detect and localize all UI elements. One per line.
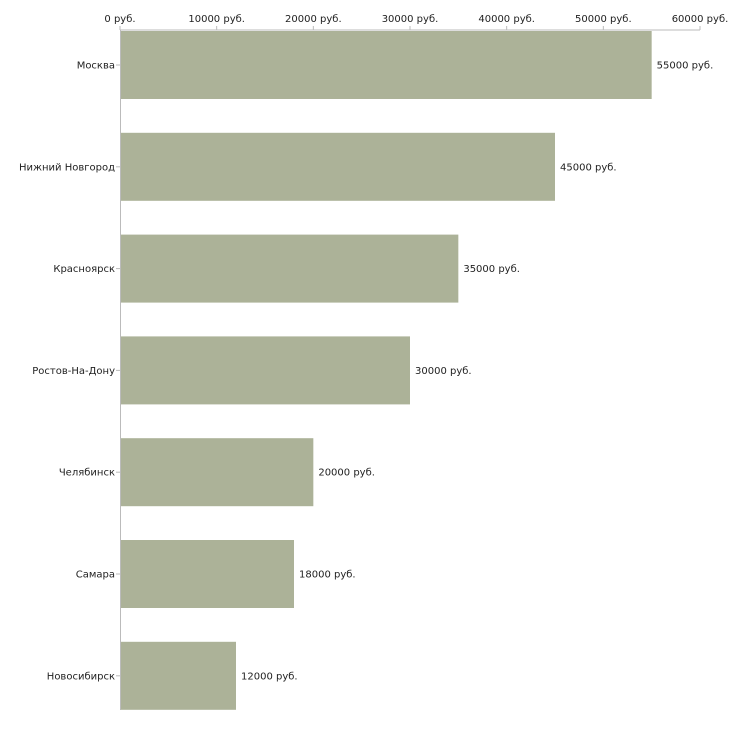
- x-tick-label: 60000 руб.: [672, 14, 729, 25]
- data-label: 30000 руб.: [415, 366, 472, 377]
- bar: [121, 234, 459, 303]
- bar: [121, 641, 236, 710]
- data-label: 45000 руб.: [560, 162, 617, 173]
- bar: [121, 31, 652, 99]
- x-tick-label: 10000 руб.: [188, 14, 245, 25]
- bar: [121, 336, 410, 405]
- category-label: Челябинск: [59, 468, 115, 479]
- category-label: Нижний Новгород: [19, 162, 115, 173]
- category-label: Самара: [76, 570, 115, 581]
- data-label: 35000 руб.: [463, 264, 520, 275]
- bar: [121, 438, 314, 507]
- category-label: Москва: [77, 61, 115, 72]
- bars-group: [121, 31, 652, 710]
- labels-group: Москва 55000 руб. Нижний Новгород 45000 руб…: [19, 61, 713, 683]
- category-label: Ростов-На-Дону: [32, 366, 115, 377]
- x-tick-label: 20000 руб.: [285, 14, 342, 25]
- bar: [121, 132, 555, 201]
- category-label: Новосибирск: [47, 671, 115, 682]
- x-tick-label: 40000 руб.: [478, 14, 535, 25]
- x-tick-label: 0 руб.: [104, 14, 135, 25]
- x-axis: 0 руб. 10000 руб. 20000 руб. 30000 руб. 4000…: [104, 14, 728, 710]
- category-label: Красноярск: [53, 264, 115, 275]
- data-label: 20000 руб.: [318, 468, 375, 479]
- x-tick-label: 50000 руб.: [575, 14, 632, 25]
- x-tick-label: 30000 руб.: [382, 14, 439, 25]
- data-label: 55000 руб.: [657, 61, 714, 72]
- data-label: 18000 руб.: [299, 570, 356, 581]
- data-label: 12000 руб.: [241, 671, 298, 682]
- bar: [121, 540, 294, 608]
